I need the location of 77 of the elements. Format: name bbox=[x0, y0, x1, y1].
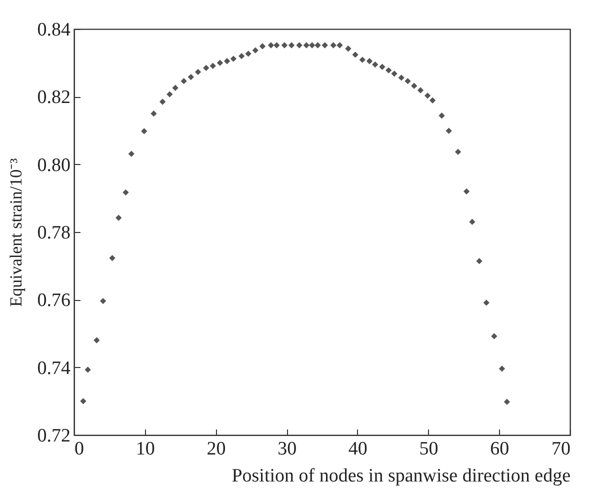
point bbox=[463, 188, 470, 194]
x-tick-label: 60 bbox=[490, 438, 510, 460]
point bbox=[268, 42, 274, 48]
point bbox=[303, 42, 310, 48]
point bbox=[80, 398, 86, 404]
point bbox=[141, 128, 148, 134]
point bbox=[429, 97, 436, 104]
point bbox=[391, 70, 398, 77]
point bbox=[438, 112, 445, 119]
point bbox=[281, 42, 288, 48]
point bbox=[203, 64, 210, 71]
point bbox=[498, 366, 506, 372]
point bbox=[245, 50, 252, 57]
point bbox=[379, 64, 386, 70]
y-axis-title: Equivalent strain/10⁻³ bbox=[6, 158, 26, 307]
point bbox=[128, 150, 134, 157]
point bbox=[194, 68, 202, 76]
point bbox=[454, 148, 462, 155]
point bbox=[345, 46, 352, 52]
point bbox=[322, 42, 328, 48]
point bbox=[336, 42, 343, 48]
point bbox=[274, 42, 280, 48]
point bbox=[398, 74, 404, 81]
point bbox=[491, 333, 498, 340]
y-tick-label: 0.72 bbox=[37, 426, 70, 446]
point bbox=[296, 42, 302, 48]
point bbox=[330, 42, 336, 48]
point bbox=[411, 82, 418, 89]
point bbox=[172, 84, 178, 91]
point bbox=[109, 254, 116, 262]
y-tick-label: 0.82 bbox=[37, 87, 70, 108]
x-tick-label: 40 bbox=[348, 438, 368, 460]
y-tick-label: 0.78 bbox=[37, 222, 70, 244]
point bbox=[122, 189, 129, 196]
point bbox=[116, 214, 122, 221]
point bbox=[417, 87, 424, 94]
x-tick-label: 0 bbox=[74, 438, 84, 460]
point bbox=[238, 52, 245, 60]
point bbox=[94, 337, 100, 344]
point bbox=[224, 58, 230, 64]
point bbox=[188, 74, 194, 80]
point bbox=[150, 110, 157, 117]
point bbox=[230, 56, 237, 62]
point bbox=[366, 58, 373, 64]
point bbox=[359, 56, 366, 63]
point bbox=[166, 91, 173, 98]
y-tick-label: 0.74 bbox=[37, 358, 71, 379]
point bbox=[469, 218, 476, 225]
x-tick-label: 10 bbox=[136, 438, 155, 460]
y-tick-label: 0.84 bbox=[37, 20, 71, 40]
point bbox=[180, 78, 187, 84]
point bbox=[210, 62, 216, 69]
y-tick-label: 0.76 bbox=[37, 290, 70, 312]
x-tick-label: 50 bbox=[419, 438, 438, 460]
point bbox=[314, 42, 321, 48]
point bbox=[446, 128, 452, 134]
point bbox=[159, 98, 166, 105]
point bbox=[483, 300, 490, 306]
x-tick-label: 20 bbox=[206, 438, 226, 460]
point bbox=[288, 42, 295, 48]
point bbox=[309, 42, 316, 48]
x-axis-title: Position of nodes in spanwise direction edge bbox=[232, 466, 570, 486]
point bbox=[424, 92, 431, 99]
point bbox=[352, 52, 358, 58]
point bbox=[386, 67, 392, 74]
point bbox=[404, 78, 411, 84]
y-tick-label: 0.80 bbox=[37, 154, 70, 176]
point bbox=[259, 43, 266, 50]
point bbox=[252, 47, 258, 54]
point bbox=[372, 61, 378, 68]
point bbox=[84, 366, 91, 373]
x-tick-label: 70 bbox=[552, 438, 570, 460]
point bbox=[476, 258, 482, 264]
point bbox=[216, 60, 224, 66]
point bbox=[100, 298, 106, 304]
x-tick-label: 30 bbox=[278, 438, 297, 460]
point bbox=[504, 398, 510, 405]
